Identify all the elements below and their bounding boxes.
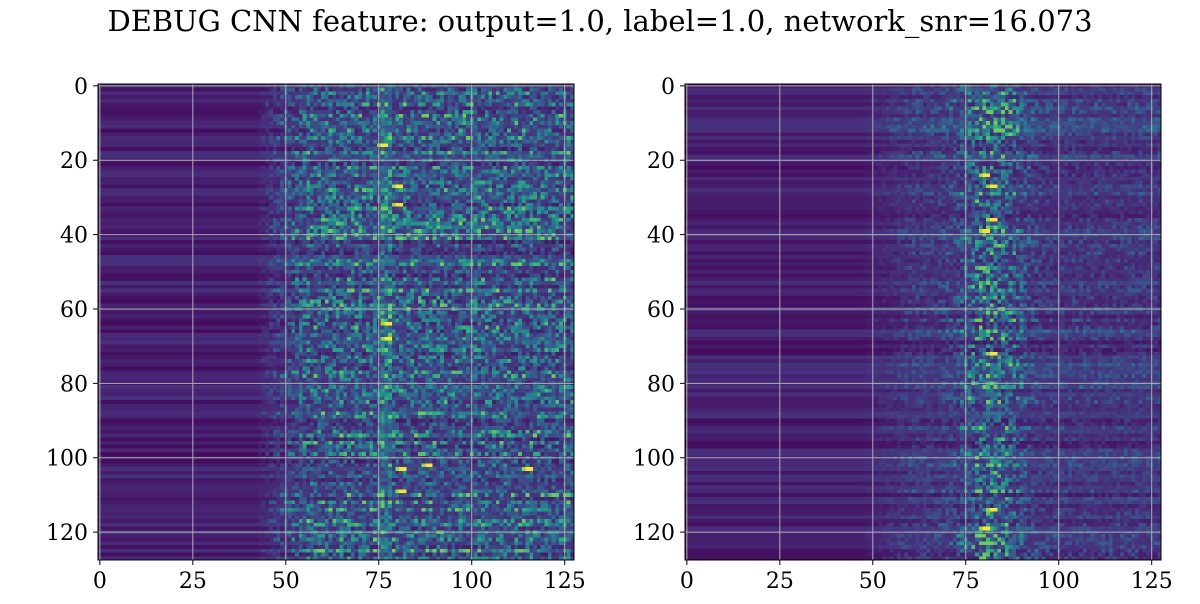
y-tick-label: 40 (647, 224, 675, 249)
axes-frame (684, 83, 1162, 561)
y-tick-label: 0 (74, 75, 88, 100)
y-tick-label: 20 (647, 149, 675, 174)
heatmap-panel-2: 0 25 50 75 100 125 0 20 40 60 80 100 120 (633, 75, 1173, 594)
y-tick-label: 20 (60, 149, 88, 174)
y-tick-label: 0 (661, 75, 675, 100)
y-tick-label: 80 (647, 372, 675, 397)
y-tick-label: 80 (60, 372, 88, 397)
y-tick-label: 60 (647, 298, 675, 323)
x-tick-label: 25 (766, 569, 794, 594)
x-tick-label: 100 (451, 569, 493, 594)
y-tick-label: 100 (46, 447, 88, 472)
x-tick-label: 50 (859, 569, 887, 594)
x-tick-label: 100 (1038, 569, 1080, 594)
figure-title: DEBUG CNN feature: output=1.0, label=1.0… (107, 4, 1093, 38)
heatmap-panel-1: 0 25 50 75 100 125 0 20 40 60 80 100 120 (46, 75, 586, 594)
x-tick-label: 0 (93, 569, 107, 594)
x-tick-label: 75 (952, 569, 980, 594)
y-tick-label: 40 (60, 224, 88, 249)
x-tick-label: 125 (1131, 569, 1173, 594)
x-tick-label: 0 (680, 569, 694, 594)
heatmap-image-1 (98, 84, 574, 560)
axes-frame (97, 83, 575, 561)
heatmap-image-2 (685, 84, 1161, 560)
x-tick-label: 75 (365, 569, 393, 594)
x-tick-label: 50 (272, 569, 300, 594)
y-tick-label: 60 (60, 298, 88, 323)
x-tick-label: 25 (179, 569, 207, 594)
x-tick-label: 125 (544, 569, 586, 594)
y-tick-label: 100 (633, 447, 675, 472)
y-tick-label: 120 (633, 521, 675, 546)
y-tick-label: 120 (46, 521, 88, 546)
